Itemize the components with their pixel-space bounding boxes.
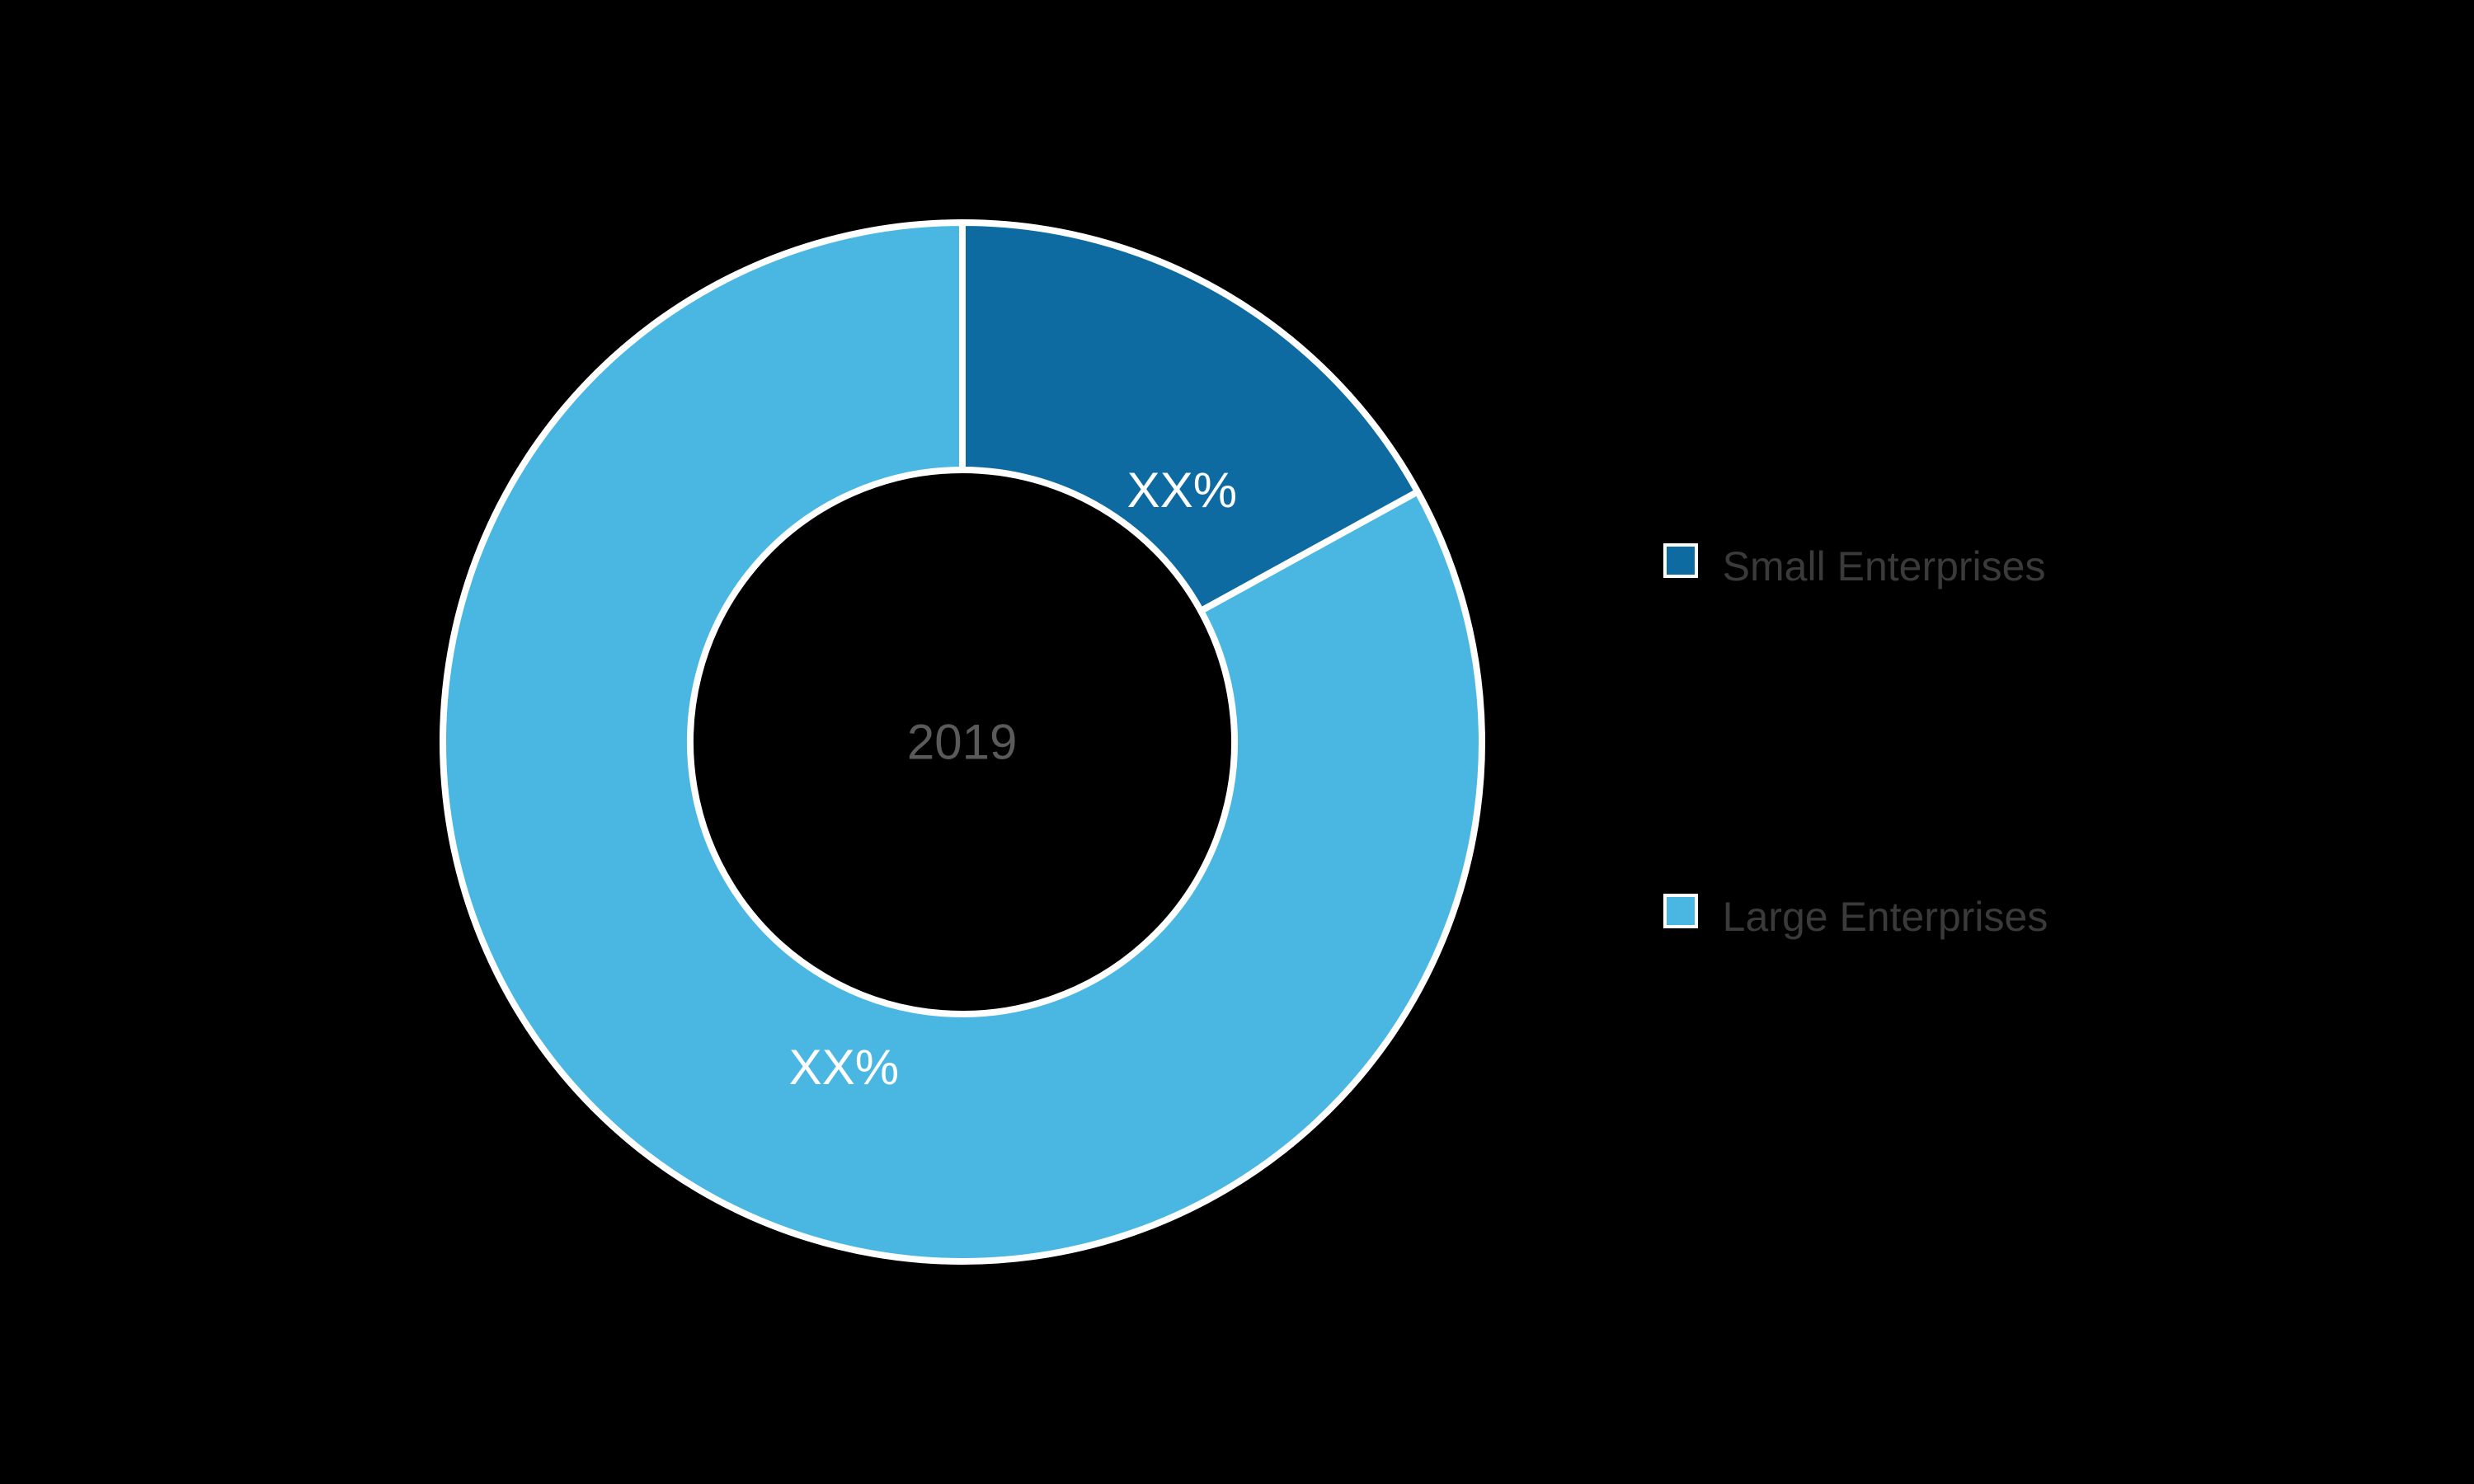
slice-label-1: XX% (1127, 462, 1237, 519)
legend-item-2: Large Enterprises (1663, 890, 2048, 944)
slice-label-2: XX% (789, 1039, 899, 1096)
donut-chart: 2019 XX% XX% (426, 206, 1498, 1278)
legend-item-1: Small Enterprises (1663, 540, 2048, 594)
legend-label-1: Small Enterprises (1723, 540, 2046, 594)
chart-center-label: 2019 (907, 714, 1017, 771)
legend-swatch-2 (1663, 894, 1698, 928)
legend-swatch-1 (1663, 543, 1698, 578)
donut-chart-container: 2019 XX% XX% Small Enterprises Large Ent… (426, 206, 2048, 1278)
legend-label-2: Large Enterprises (1723, 890, 2048, 944)
legend: Small Enterprises Large Enterprises (1663, 540, 2048, 944)
